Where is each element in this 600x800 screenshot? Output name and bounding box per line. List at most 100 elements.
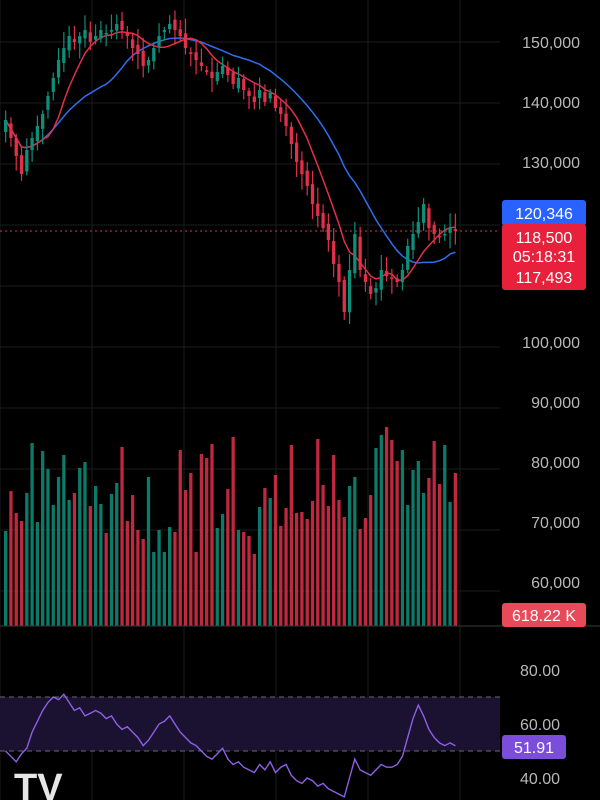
price-tick-label: 100,000 [522,335,580,352]
candle-body [379,270,383,290]
candle-body [205,70,209,72]
volume-bar [99,504,103,626]
candle-body [390,277,394,279]
candle-body [162,30,167,32]
volume-bar [162,552,167,626]
volume-bar [210,444,214,626]
candle-body [210,71,214,78]
candle-body [310,184,315,204]
volume-value: 618.22 K [512,608,576,625]
candle-body [236,78,241,89]
price-axis[interactable]: 150,000 140,000 130,000 100,000 90,000 80,000… [522,35,580,592]
volume-bar [30,443,34,626]
candle-body [448,228,452,233]
candle-body [4,120,8,132]
volume-bar [416,461,420,626]
volume-bar [326,506,331,626]
candle-body [252,96,256,102]
price-tick-label: 140,000 [522,95,580,112]
candle-body [257,90,262,99]
volume-bar [41,451,45,626]
ma-slow-value: 120,346 [515,206,573,223]
volume-bar [231,437,235,626]
volume-bar [178,450,182,626]
candle-body [421,204,426,223]
volume-bar [194,552,198,626]
rsi-tick-label: 60.00 [520,717,560,734]
volume-bar [104,533,108,626]
volume-bar [157,530,161,626]
candle-body [326,223,331,240]
rsi-tick-label: 80.00 [520,663,560,680]
ma-slow-badge: 120,346 [502,200,586,226]
volume-bar [379,435,383,626]
candle-body [300,160,304,174]
candle-body [9,123,13,138]
candle-body [416,222,420,234]
price-tick-label: 150,000 [522,35,580,52]
candle-body [56,60,61,78]
candle-body [215,72,219,82]
candle-body [427,208,431,228]
volume-bar [384,427,389,626]
volume-bar [226,489,230,626]
candle-body [72,39,77,42]
candle-body [294,142,299,162]
volume-bar [183,490,188,626]
candle-body [19,155,24,174]
volume-bar [353,477,357,626]
volume-bar [284,508,288,626]
volume-badge: 618.22 K [502,603,586,627]
volume-bar [337,500,341,626]
volume-bar [406,505,410,626]
grid [0,0,500,800]
volume-bar [51,505,55,626]
candle-body [199,62,204,66]
candle-body [46,96,50,110]
volume-bar [247,536,251,626]
candle-body [242,78,246,90]
price-tick-label: 70,000 [531,515,580,532]
candle-body [231,72,235,84]
price-tick-label: 80,000 [531,455,580,472]
rsi-value: 51.91 [514,740,554,757]
volume-bar [205,458,209,626]
volume-bar [363,518,368,626]
volume-bar [78,468,82,626]
candle-body [400,270,405,283]
volume-bar [9,491,13,626]
candle-body [120,20,124,30]
volume-bar [83,462,87,626]
candle-body [279,107,283,114]
candle-body [369,286,373,294]
candle-body [51,78,55,92]
candle-body [88,32,92,42]
volume-bar [316,439,320,626]
rsi-tick-label: 40.00 [520,771,560,788]
candle-body [25,150,29,172]
volume-bar [199,454,204,626]
last-price-value: 118,500 [516,230,573,247]
candle-body [125,32,129,36]
candle-body [284,113,288,126]
volume-bar [173,532,177,626]
volume-bar [294,513,299,626]
candle-body [93,36,98,40]
candle-body [226,67,230,75]
candle-body [189,52,193,54]
volume-bar [310,501,315,626]
candle-body [220,66,225,74]
candle-body [363,274,368,282]
candle-body [268,93,272,99]
tradingview-logo[interactable]: TV [14,767,63,800]
rsi-axis[interactable]: 80.00 60.00 40.00 [520,663,560,788]
volume-bar [443,445,447,626]
candlesticks [4,10,457,324]
volume-bar [125,521,129,626]
volume-bar [257,507,262,626]
volume-bar [369,495,373,626]
candle-body [453,229,457,231]
volume-bar [437,484,442,626]
